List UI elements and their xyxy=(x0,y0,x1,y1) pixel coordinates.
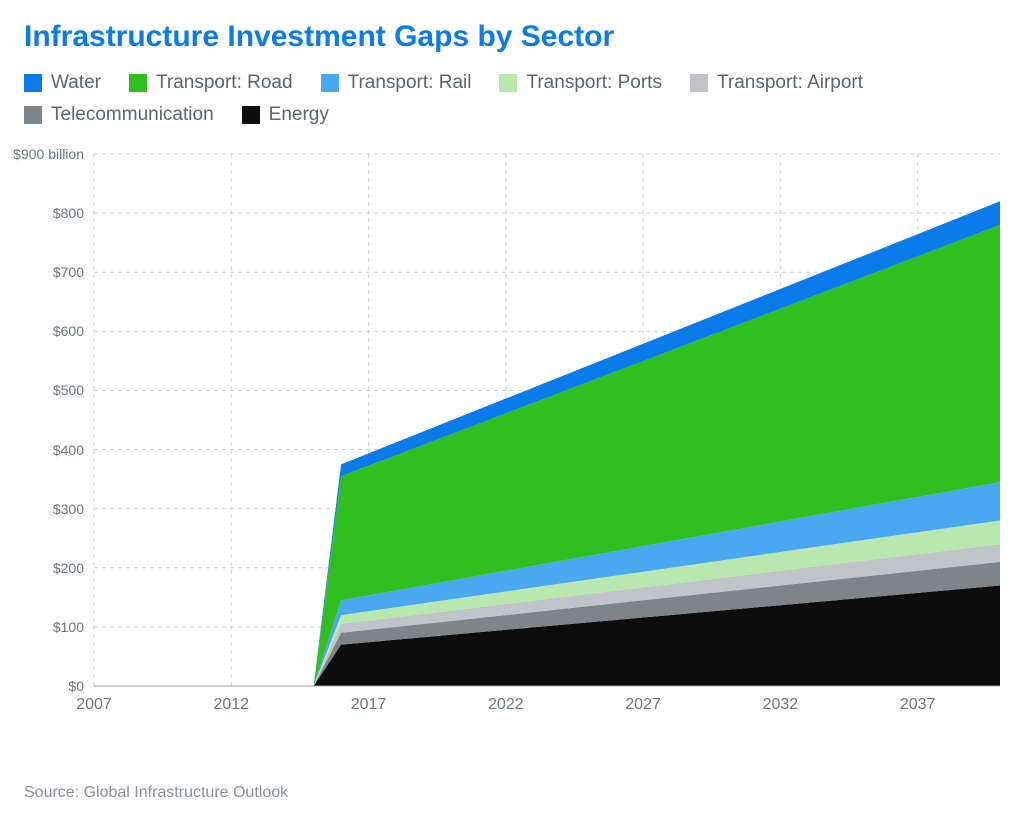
legend-swatch xyxy=(499,74,517,92)
legend-swatch xyxy=(24,106,42,124)
legend-label: Transport: Airport xyxy=(717,72,863,94)
legend-item: Energy xyxy=(242,104,329,126)
y-tick-label: $300 xyxy=(53,501,84,517)
legend-label: Water xyxy=(51,72,101,94)
y-tick-label: $500 xyxy=(53,382,84,398)
y-tick-label: $800 xyxy=(53,205,84,221)
plot-area xyxy=(94,154,1000,686)
chart-svg xyxy=(94,154,1000,686)
legend-swatch xyxy=(321,74,339,92)
chart-title: Infrastructure Investment Gaps by Sector xyxy=(24,20,1000,54)
legend-swatch xyxy=(242,106,260,124)
y-tick-label: $200 xyxy=(53,560,84,576)
y-tick-label: $900 billion xyxy=(13,146,84,162)
legend-label: Telecommunication xyxy=(51,104,214,126)
y-tick-label: $400 xyxy=(53,442,84,458)
legend-swatch xyxy=(24,74,42,92)
y-tick-label: $600 xyxy=(53,323,84,339)
legend-label: Transport: Road xyxy=(156,72,293,94)
legend-swatch xyxy=(129,74,147,92)
x-tick-label: 2022 xyxy=(488,696,524,714)
legend-item: Water xyxy=(24,72,101,94)
legend-item: Transport: Road xyxy=(129,72,293,94)
chart-container: $0$100$200$300$400$500$600$700$800$900 b… xyxy=(24,154,1000,724)
y-tick-label: $700 xyxy=(53,264,84,280)
y-tick-label: $0 xyxy=(68,678,84,694)
legend-item: Transport: Airport xyxy=(690,72,863,94)
y-tick-label: $100 xyxy=(53,619,84,635)
legend: Water Transport: Road Transport: Rail Trans… xyxy=(24,72,1000,126)
source-text: Source: Global Infrastructure Outlook xyxy=(24,784,1000,802)
x-tick-label: 2012 xyxy=(213,696,249,714)
legend-item: Telecommunication xyxy=(24,104,214,126)
legend-item: Transport: Rail xyxy=(321,72,472,94)
legend-swatch xyxy=(690,74,708,92)
legend-label: Energy xyxy=(269,104,329,126)
x-tick-label: 2032 xyxy=(763,696,799,714)
x-tick-label: 2027 xyxy=(625,696,661,714)
legend-label: Transport: Rail xyxy=(348,72,472,94)
x-tick-label: 2007 xyxy=(76,696,112,714)
x-tick-label: 2037 xyxy=(900,696,936,714)
legend-label: Transport: Ports xyxy=(526,72,662,94)
x-tick-label: 2017 xyxy=(351,696,387,714)
legend-item: Transport: Ports xyxy=(499,72,662,94)
